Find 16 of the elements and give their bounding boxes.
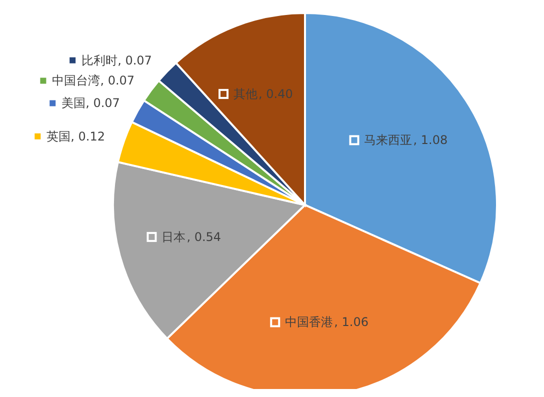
data-label: , 0.07 — [100, 74, 135, 88]
slice-label: 其他 — [234, 86, 258, 101]
data-label: , 0.40 — [258, 86, 293, 101]
slice-label: 马来西亚 — [364, 133, 412, 148]
data-label: , 0.07 — [86, 96, 120, 110]
data-label: , 0.07 — [118, 53, 152, 68]
legend-label: 美国 — [62, 96, 86, 110]
data-label: , 1.06 — [334, 315, 368, 330]
legend-label: 英国 — [46, 129, 71, 144]
data-label: , 0.54 — [186, 230, 222, 244]
legend-label: 中国台湾 — [52, 74, 100, 88]
data-label: , 0.12 — [70, 129, 106, 144]
slice-label: 中国香港 — [285, 315, 334, 330]
data-label: , 1.08 — [413, 133, 448, 148]
slice-label: 日本 — [162, 230, 186, 244]
legend-label: 比利时 — [82, 53, 118, 68]
